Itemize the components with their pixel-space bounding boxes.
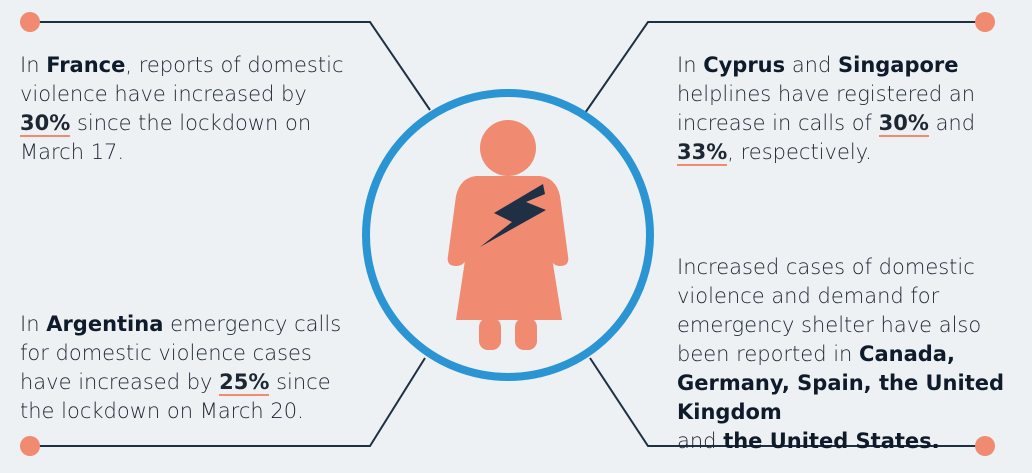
text-segment: and [928, 111, 976, 135]
lightning-bolt-icon [480, 184, 546, 247]
country-name: France [46, 53, 126, 77]
text-segment: In [677, 53, 704, 77]
connector-line-top-left [30, 21, 431, 111]
argentina-statistic-text: In Argentina emergency calls for domesti… [20, 310, 360, 426]
percentage-highlight: 30% [878, 111, 929, 137]
text-segment: In [20, 53, 47, 77]
text-segment: since the lockdown on March 17. [20, 111, 312, 164]
connector-line-top-right [584, 21, 985, 114]
endpoint-dot [20, 12, 40, 32]
country-name: Singapore [838, 53, 959, 77]
endpoint-dot [975, 436, 995, 456]
connector-line-bottom-left [30, 357, 426, 447]
text-segment: In [20, 312, 47, 336]
text-segment: helplines have registered an increase in… [677, 82, 976, 135]
france-statistic-text: In France, reports of domestic violence … [20, 51, 350, 167]
text-segment: and [785, 53, 838, 77]
endpoint-dot [975, 12, 995, 32]
country-names: Canada, Germany, Spain, the United Kingd… [677, 342, 1005, 424]
other-countries-statistic-text: Increased cases of domestic violence and… [677, 253, 1027, 456]
percentage-highlight: 25% [219, 370, 270, 396]
text-segment: since the lockdown on March 20. [20, 370, 331, 423]
percentage-highlight: 30% [20, 111, 71, 137]
text-segment: Increased cases of domestic violence and… [677, 255, 982, 366]
country-name: Argentina [46, 312, 164, 336]
cyprus-singapore-statistic-text: In Cyprus and Singapore helplines have r… [677, 51, 1017, 167]
percentage-highlight: 33% [677, 140, 728, 166]
text-segment: emergency calls for domestic violence ca… [20, 312, 342, 394]
country-name: Cyprus [703, 53, 786, 77]
text-segment: , reports of domestic violence have incr… [20, 53, 344, 106]
country-names: the United States. [723, 429, 940, 453]
text-segment: and [677, 429, 724, 453]
connector-line-bottom-right [589, 357, 985, 447]
text-segment: , respectively. [727, 140, 872, 164]
endpoint-dot [20, 436, 40, 456]
